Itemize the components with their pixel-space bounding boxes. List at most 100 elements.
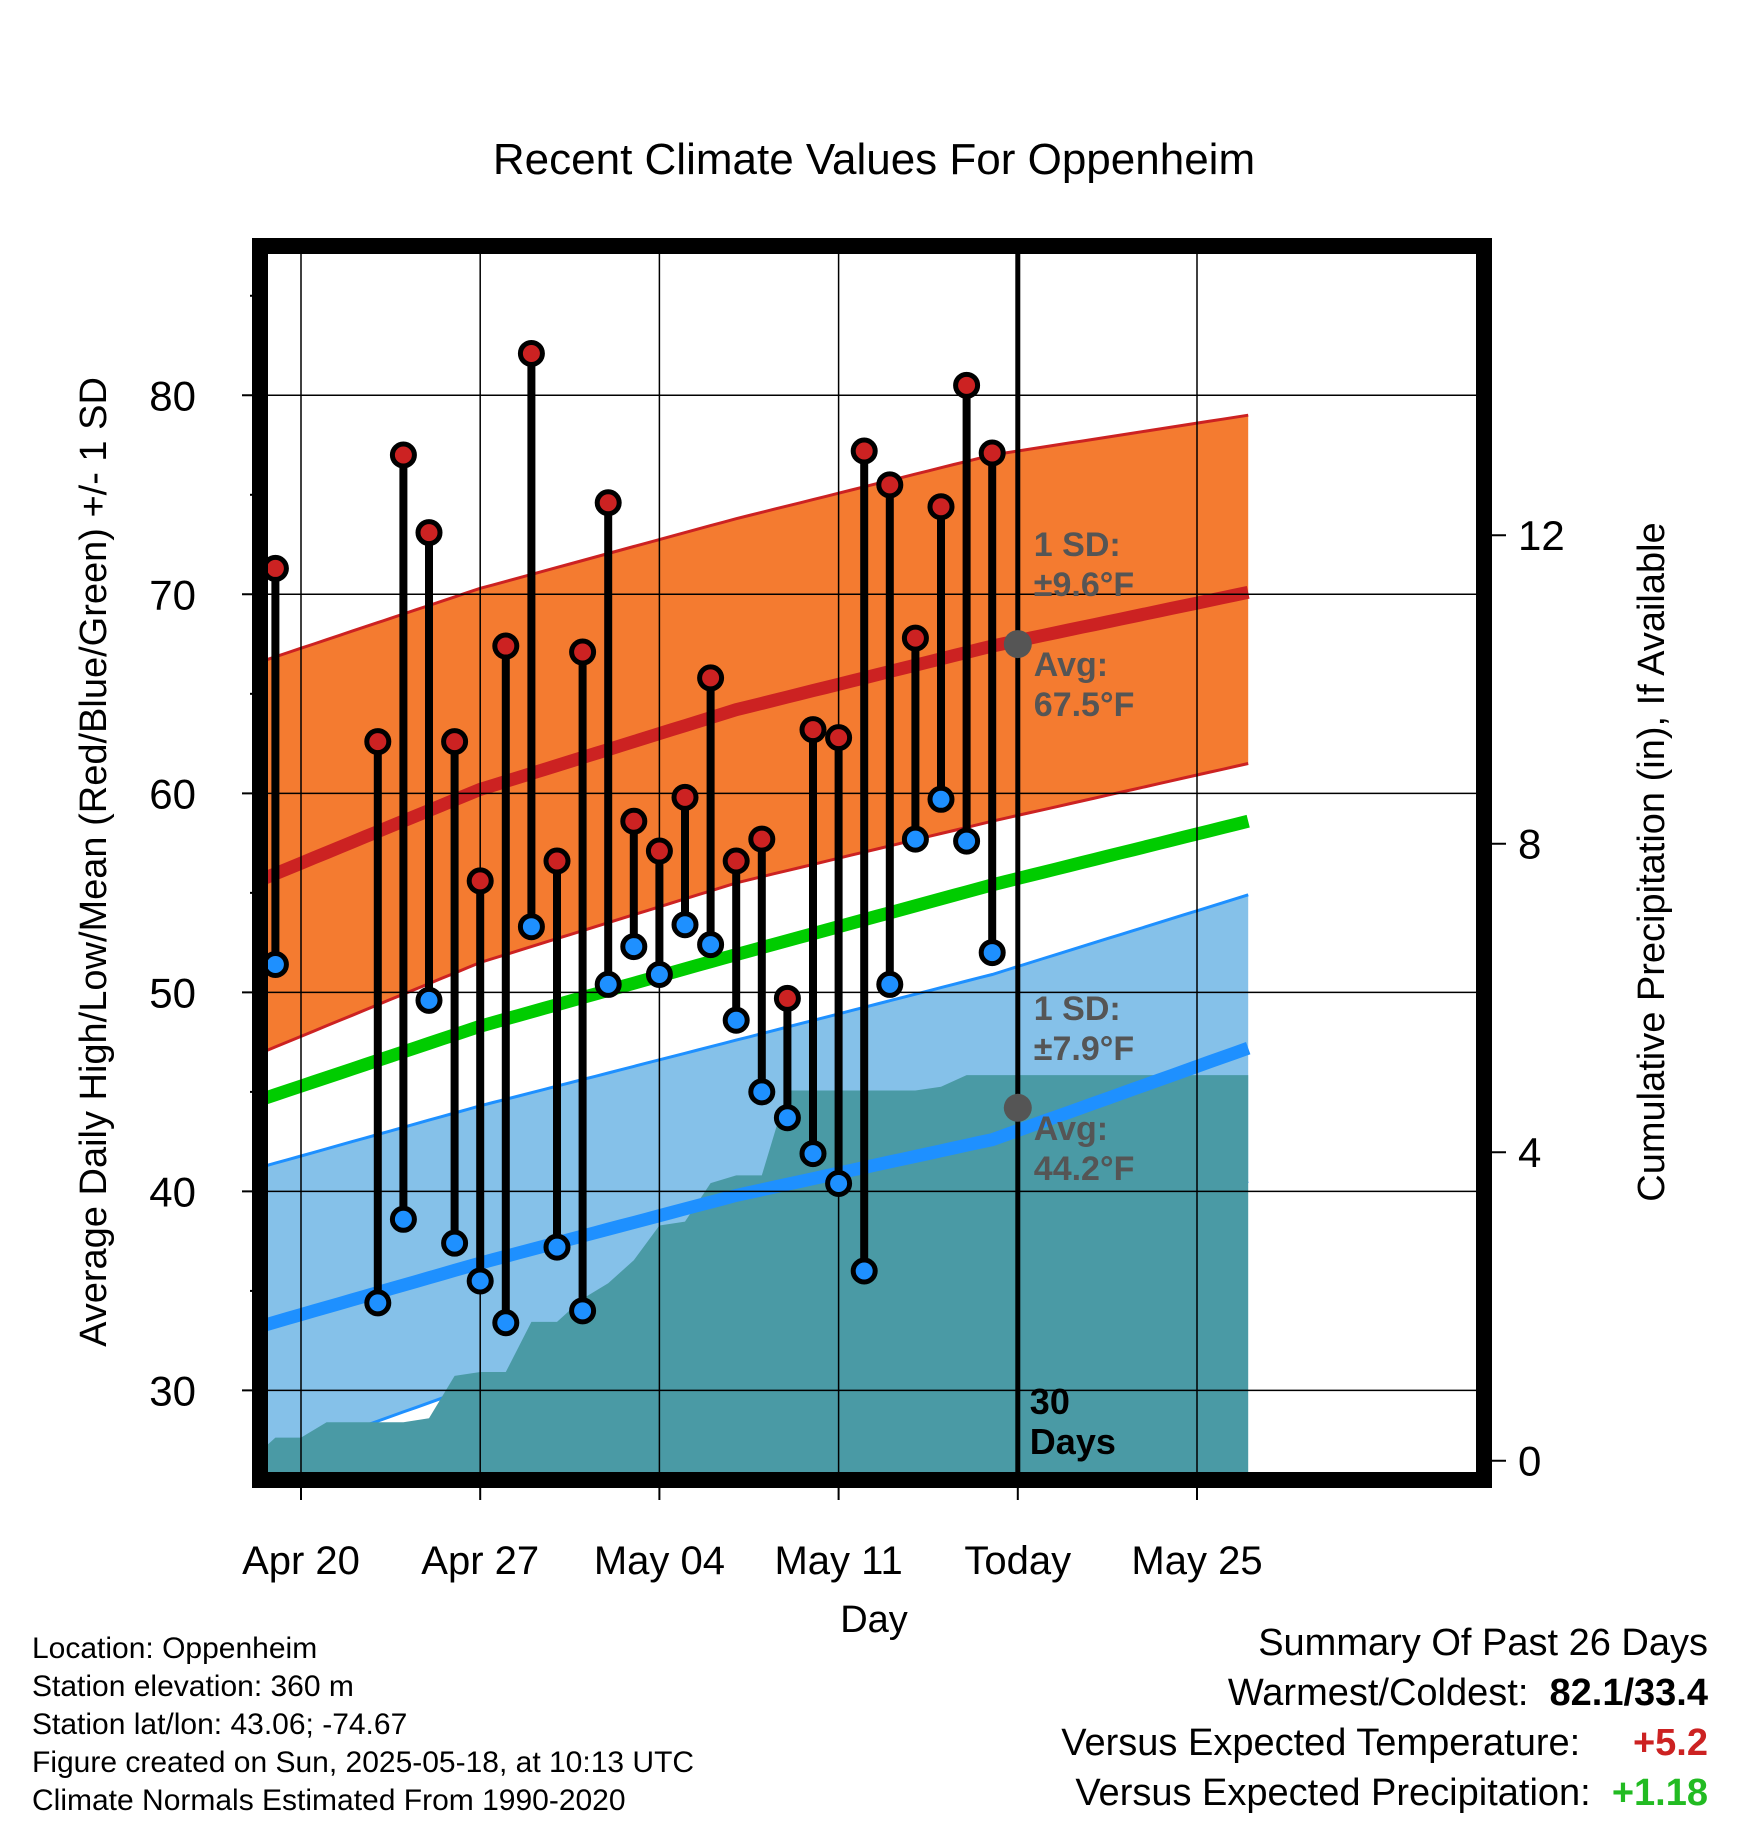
low-point-11 (620, 933, 648, 961)
low-point-18 (799, 1140, 827, 1168)
summary-precip-value: +1.18 (1611, 1772, 1708, 1814)
high-annotation-sd-value: ±9.6°F (1034, 566, 1134, 604)
days-count-label: 30 (1030, 1381, 1070, 1422)
info-created: Figure created on Sun, 2025-05-18, at 10… (32, 1746, 695, 1779)
high-point-13 (671, 783, 699, 811)
low-annotation-avg-point (1003, 1093, 1032, 1122)
low-point-22 (901, 825, 929, 853)
plot-area (260, 246, 1484, 1480)
high-point-24 (953, 371, 981, 399)
x-tick-label-5: May 25 (1131, 1539, 1262, 1583)
low-point-17 (773, 1104, 801, 1132)
y2-tick-label-12: 12 (1518, 512, 1565, 559)
high-point-16 (748, 825, 776, 853)
high-point-3 (415, 519, 443, 547)
low-point-1 (364, 1289, 392, 1317)
low-point-9 (569, 1297, 597, 1325)
high-point-7 (517, 339, 545, 367)
low-point-15 (722, 1006, 750, 1034)
station-info: Location: Oppenheim Station elevation: 3… (32, 1630, 694, 1820)
low-point-25 (978, 939, 1006, 967)
summary-warmest-row: Warmest/Coldest: 82.1/33.4 (1061, 1668, 1708, 1718)
x-tick-label-0: Apr 20 (242, 1539, 360, 1583)
low-point-6 (492, 1309, 520, 1337)
summary-title: Summary Of Past 26 Days (1258, 1622, 1708, 1664)
high-point-9 (569, 638, 597, 666)
high-point-22 (901, 624, 929, 652)
low-annotation-avg-label: Avg: (1034, 1110, 1108, 1148)
low-point-10 (594, 970, 622, 998)
low-point-24 (953, 827, 981, 855)
low-point-12 (645, 960, 673, 988)
y-tick-label-60: 60 (149, 770, 196, 817)
summary-temp-label: Versus Expected Temperature: (1061, 1722, 1581, 1764)
summary-warmest-value: 82.1/33.4 (1549, 1672, 1708, 1714)
info-elevation: Station elevation: 360 m (32, 1670, 354, 1703)
high-point-5 (466, 867, 494, 895)
high-point-19 (825, 724, 853, 752)
low-point-23 (927, 785, 955, 813)
high-point-21 (876, 471, 904, 499)
axes: 30 40 50 60 70 80 0 4 8 12 Apr 20 Apr 27 May 04 May 1… (149, 294, 1565, 1583)
high-point-17 (773, 984, 801, 1012)
high-annotation-avg-label: Avg: (1034, 646, 1108, 684)
summary-precip-label: Versus Expected Precipitation: (1075, 1772, 1591, 1814)
y-tick-label-40: 40 (149, 1168, 196, 1215)
low-point-8 (543, 1233, 571, 1261)
high-point-8 (543, 847, 571, 875)
high-point-1 (364, 728, 392, 756)
x-tick-label-2: May 04 (594, 1539, 725, 1583)
y-tick-label-30: 30 (149, 1367, 196, 1414)
info-latlon: Station lat/lon: 43.06; -74.67 (32, 1708, 408, 1741)
y-tick-label-50: 50 (149, 969, 196, 1016)
high-point-12 (645, 837, 673, 865)
x-tick-label-4: Today (964, 1539, 1071, 1583)
low-point-5 (466, 1267, 494, 1295)
summary-temp-value: +5.2 (1632, 1722, 1708, 1764)
y-tick-label-80: 80 (149, 372, 196, 419)
summary-panel: Summary Of Past 26 Days Warmest/Coldest:… (1061, 1618, 1708, 1818)
y-tick-label-70: 70 (149, 571, 196, 618)
x-axis-label: Day (840, 1599, 908, 1641)
summary-warmest-label: Warmest/Coldest: (1227, 1672, 1529, 1714)
y-axis-label: Average Daily High/Low/Mean (Red/Blue/Gr… (73, 377, 115, 1347)
low-point-20 (850, 1257, 878, 1285)
high-point-10 (594, 489, 622, 517)
low-point-14 (697, 931, 725, 959)
high-point-14 (697, 664, 725, 692)
high-point-18 (799, 716, 827, 744)
low-point-2 (389, 1205, 417, 1233)
low-point-21 (876, 970, 904, 998)
chart-title: Recent Climate Values For Oppenheim (493, 135, 1255, 184)
info-location: Location: Oppenheim (32, 1632, 318, 1665)
high-annotation-avg-value: 67.5°F (1034, 686, 1135, 724)
low-point-7 (517, 913, 545, 941)
high-point-15 (722, 847, 750, 875)
low-point-19 (825, 1169, 853, 1197)
low-point-3 (415, 986, 443, 1014)
high-point-20 (850, 437, 878, 465)
low-annotation-sd-value: ±7.9°F (1034, 1030, 1134, 1068)
summary-precip-row: Versus Expected Precipitation: +1.18 (1061, 1768, 1708, 1818)
high-annotation-sd-label: 1 SD: (1034, 526, 1121, 564)
info-normals: Climate Normals Estimated From 1990-2020 (32, 1784, 626, 1817)
days-word-label: Days (1030, 1421, 1116, 1462)
y2-tick-label-0: 0 (1518, 1438, 1541, 1485)
high-point-23 (927, 493, 955, 521)
high-sd-band-upper-edge (260, 413, 1249, 664)
plot-frame (252, 238, 1492, 1488)
y2-tick-label-4: 4 (1518, 1129, 1541, 1176)
low-annotation-avg-value: 44.2°F (1034, 1150, 1135, 1188)
precip-area (260, 1075, 1249, 1480)
avg-high-line (260, 585, 1250, 888)
high-point-6 (492, 632, 520, 660)
high-point-11 (620, 807, 648, 835)
summary-temp-row: Versus Expected Temperature: +5.2 (1061, 1718, 1708, 1768)
low-point-13 (671, 911, 699, 939)
low-annotation-sd-label: 1 SD: (1034, 990, 1121, 1028)
avg-low-line (260, 1041, 1251, 1334)
x-tick-label-1: Apr 27 (421, 1539, 539, 1583)
high-point-25 (978, 439, 1006, 467)
